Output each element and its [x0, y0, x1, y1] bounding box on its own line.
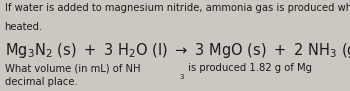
- Text: What volume (in mL) of NH: What volume (in mL) of NH: [5, 63, 140, 73]
- Text: is produced 1.82 g of Mg: is produced 1.82 g of Mg: [185, 63, 312, 73]
- Text: decimal place.: decimal place.: [5, 77, 77, 87]
- Text: 3: 3: [349, 74, 350, 80]
- Text: If water is added to magnesium nitride, ammonia gas is produced when the mixture: If water is added to magnesium nitride, …: [5, 3, 350, 13]
- Text: heated.: heated.: [5, 22, 43, 32]
- Text: $\mathregular{Mg_3N_2\ (s)\ +\ 3\ H_2O\ (l)\ \rightarrow\ 3\ MgO\ (s)\ +\ 2\ NH_: $\mathregular{Mg_3N_2\ (s)\ +\ 3\ H_2O\ …: [5, 41, 350, 60]
- Text: 3: 3: [180, 74, 184, 80]
